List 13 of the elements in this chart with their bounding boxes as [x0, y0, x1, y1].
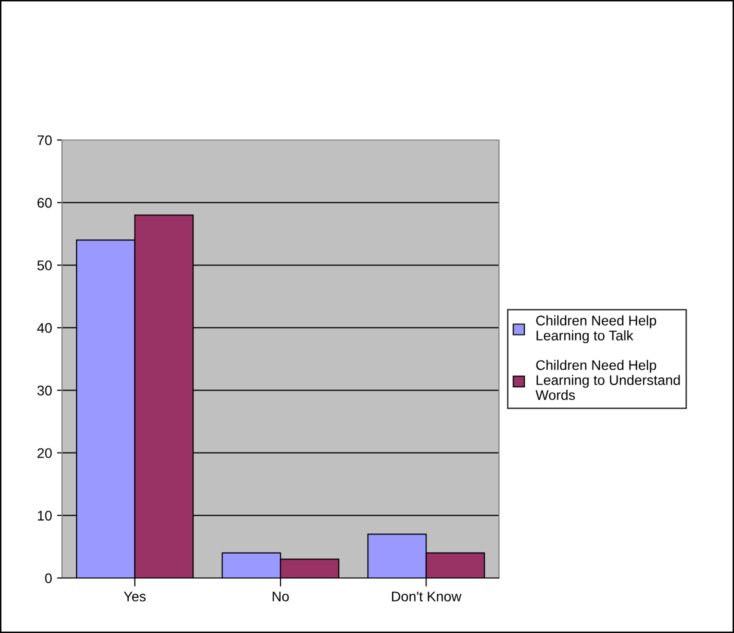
y-tick-label: 20 — [38, 448, 52, 458]
x-tick-label: No — [272, 592, 289, 602]
y-tick-label: 70 — [38, 135, 52, 146]
x-tick-label: Yes — [124, 592, 146, 602]
y-tick-label: 0 — [45, 573, 52, 584]
y-tick-label: 30 — [37, 386, 52, 396]
legend-label: Children Need Help Learning to Talk — [536, 315, 656, 344]
y-tick-label: 40 — [37, 323, 52, 333]
legend-label: Children Need Help Learning to Understand Words — [536, 360, 680, 400]
y-tick-label: 50 — [37, 260, 52, 270]
y-tick-label: 60 — [38, 198, 52, 208]
x-tick-label: Don't Know — [392, 592, 462, 602]
y-tick-label: 10 — [38, 510, 52, 521]
